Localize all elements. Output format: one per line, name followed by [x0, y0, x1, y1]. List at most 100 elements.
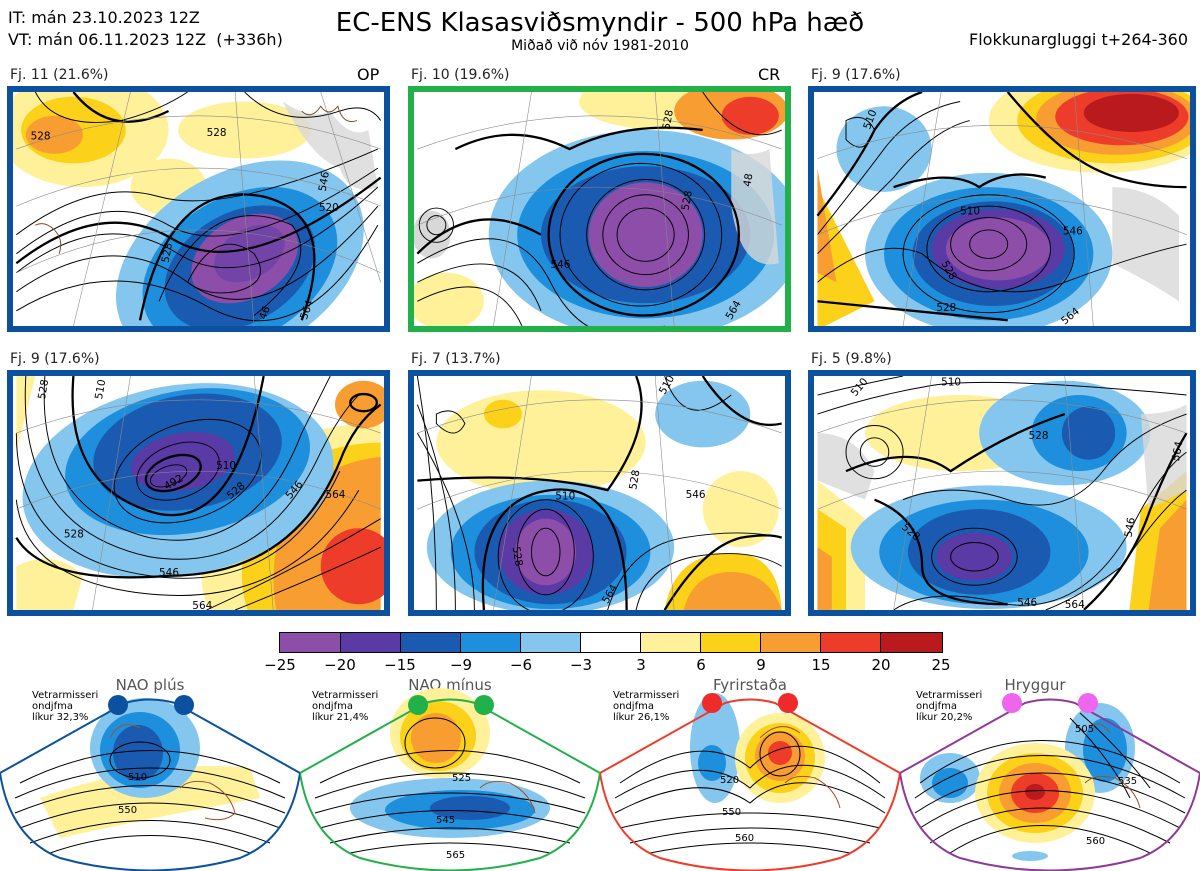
page-subtitle: Miðað við nóv 1981-2010	[511, 38, 689, 54]
colorbar-tick: 3	[636, 656, 646, 674]
contour-label: 528	[936, 302, 956, 314]
regime-4-dot	[1002, 693, 1022, 713]
regime-4-map: 505 535 560	[900, 693, 1200, 871]
colorbar-swatch	[461, 633, 521, 652]
contour-label: 528	[160, 242, 175, 264]
contour-label: 546	[551, 259, 571, 271]
anomaly-map-5: 510 528 510 528 546 564	[416, 376, 783, 610]
regime-3-dot	[778, 693, 798, 713]
colorbar-tick: −6	[509, 656, 533, 674]
contour-label: 564	[192, 600, 212, 610]
colorbar-tick: −20	[324, 656, 356, 674]
contour-label: 528	[680, 190, 695, 212]
contour-label: 564	[1065, 599, 1085, 610]
map-panel-6: 510 510 528 528 546 564 546 564	[808, 370, 1196, 616]
panel-6-label: Fj. 5 (9.8%)	[811, 351, 892, 367]
colorbar-swatch	[881, 633, 942, 652]
regime-4-name: Hryggur	[1004, 676, 1066, 694]
contour-label: 528	[64, 529, 84, 541]
colorbar-tick: −15	[384, 656, 416, 674]
contour-label: 520	[720, 775, 739, 786]
regime-3-map: 520 550 560	[600, 693, 900, 871]
panel-1-label: Fj. 11 (21.6%)	[10, 67, 109, 83]
page-title: EC-ENS Klasasviðsmyndir - 500 hPa hæð	[335, 8, 865, 38]
regime-1-dot	[108, 695, 128, 715]
map-panel-1: 528 528 528 520 546 46 564	[7, 86, 390, 332]
colorbar-swatch	[280, 633, 341, 652]
regime-3-name: Fyrirstaða	[713, 676, 787, 694]
map-panel-5: 510 528 510 528 546 564	[408, 370, 791, 616]
contour-label: 528	[627, 469, 642, 491]
colorbar-swatch	[521, 633, 581, 652]
anomaly-map-2: 528 546 528 48 564	[414, 92, 785, 326]
regime-3-text: Vetrarmisseri ondjfma líkur 26,1%	[613, 690, 680, 723]
colorbar-swatch	[401, 633, 461, 652]
contour-label: 564	[325, 489, 345, 501]
colorbar-swatch	[761, 633, 821, 652]
regime-1-name: NAO plús	[115, 676, 185, 694]
regime-2-text: Vetrarmisseri ondjfma líkur 21,4%	[312, 690, 379, 723]
contour-label: 510	[960, 206, 980, 218]
anomaly-map-4: 528 510 492 510 528 546 546 564 528 564	[15, 376, 384, 610]
contour-label: 565	[446, 850, 465, 861]
contour-label: 528	[510, 546, 525, 568]
regime-4-text: Vetrarmisseri ondjfma líkur 20,2%	[916, 690, 983, 723]
contour-label: 546	[317, 171, 332, 193]
colorbar-tick: −3	[569, 656, 593, 674]
panel-1-tag: OP	[357, 65, 380, 84]
colorbar-swatch	[581, 633, 641, 652]
contour-label: 528	[31, 131, 51, 143]
contour-label: 560	[1086, 836, 1105, 847]
contour-label: 564	[1170, 440, 1185, 462]
contour-label: 528	[207, 127, 227, 139]
colorbar-tick: 20	[871, 656, 891, 674]
contour-label: 520	[319, 202, 339, 214]
contour-label: 525	[452, 773, 471, 784]
contour-label: 550	[722, 807, 741, 818]
contour-label: 48	[741, 172, 755, 187]
anomaly-map-1: 528 528 528 520 546 46 564	[13, 92, 382, 326]
contour-label: 510	[941, 377, 961, 389]
colorbar-swatch	[701, 633, 761, 652]
anomaly-map-3: 510 510 528 546 528 564	[816, 92, 1190, 326]
contour-label: 510	[128, 772, 147, 783]
colorbar-swatch	[821, 633, 881, 652]
colorbar	[279, 632, 943, 653]
contour-label: 510	[555, 491, 575, 503]
contour-label: 510	[216, 460, 236, 472]
panel-2-label: Fj. 10 (19.6%)	[411, 67, 510, 83]
contour-label: 535	[1118, 776, 1137, 787]
colorbar-tick: 9	[756, 656, 766, 674]
init-time: IT: mán 23.10.2023 12Z	[8, 8, 200, 27]
panel-3-label: Fj. 9 (17.6%)	[811, 67, 901, 83]
colorbar-tick: 25	[931, 656, 951, 674]
classification-window: Flokkunargluggi t+264-360	[969, 30, 1188, 49]
contour-label: 46	[257, 305, 273, 322]
map-panel-2: 528 546 528 48 564	[408, 86, 791, 332]
map-panel-3: 510 510 528 546 528 564	[808, 86, 1196, 332]
regime-2-map: 525 545 565	[300, 688, 600, 871]
regime-4-dot	[1078, 693, 1098, 713]
contour-label: 510	[93, 379, 108, 401]
colorbar-tick: −9	[449, 656, 473, 674]
contour-label: 528	[661, 109, 676, 131]
colorbar-swatch	[641, 633, 701, 652]
contour-label: 546	[686, 489, 706, 501]
regime-1-text: Vetrarmisseri ondjfma líkur 32,3%	[32, 690, 99, 723]
panel-2-tag: CR	[758, 65, 781, 84]
colorbar-tick: 15	[811, 656, 831, 674]
contour-label: 546	[1017, 597, 1037, 609]
contour-label: 546	[159, 567, 179, 579]
regime-1-dot	[174, 695, 194, 715]
contour-label: 546	[1123, 516, 1138, 538]
anomaly-map-6: 510 510 528 528 546 564 546 564	[817, 376, 1188, 610]
regime-1-map: 510 550	[0, 695, 300, 871]
contour-label: 545	[436, 815, 455, 826]
colorbar-swatch	[341, 633, 401, 652]
contour-label: 528	[36, 379, 51, 401]
regime-3-dot	[702, 693, 722, 713]
contour-label: 528	[1029, 430, 1049, 442]
colorbar-tick: 6	[696, 656, 706, 674]
regime-2-dot	[474, 695, 494, 715]
contour-label: 550	[118, 805, 137, 816]
